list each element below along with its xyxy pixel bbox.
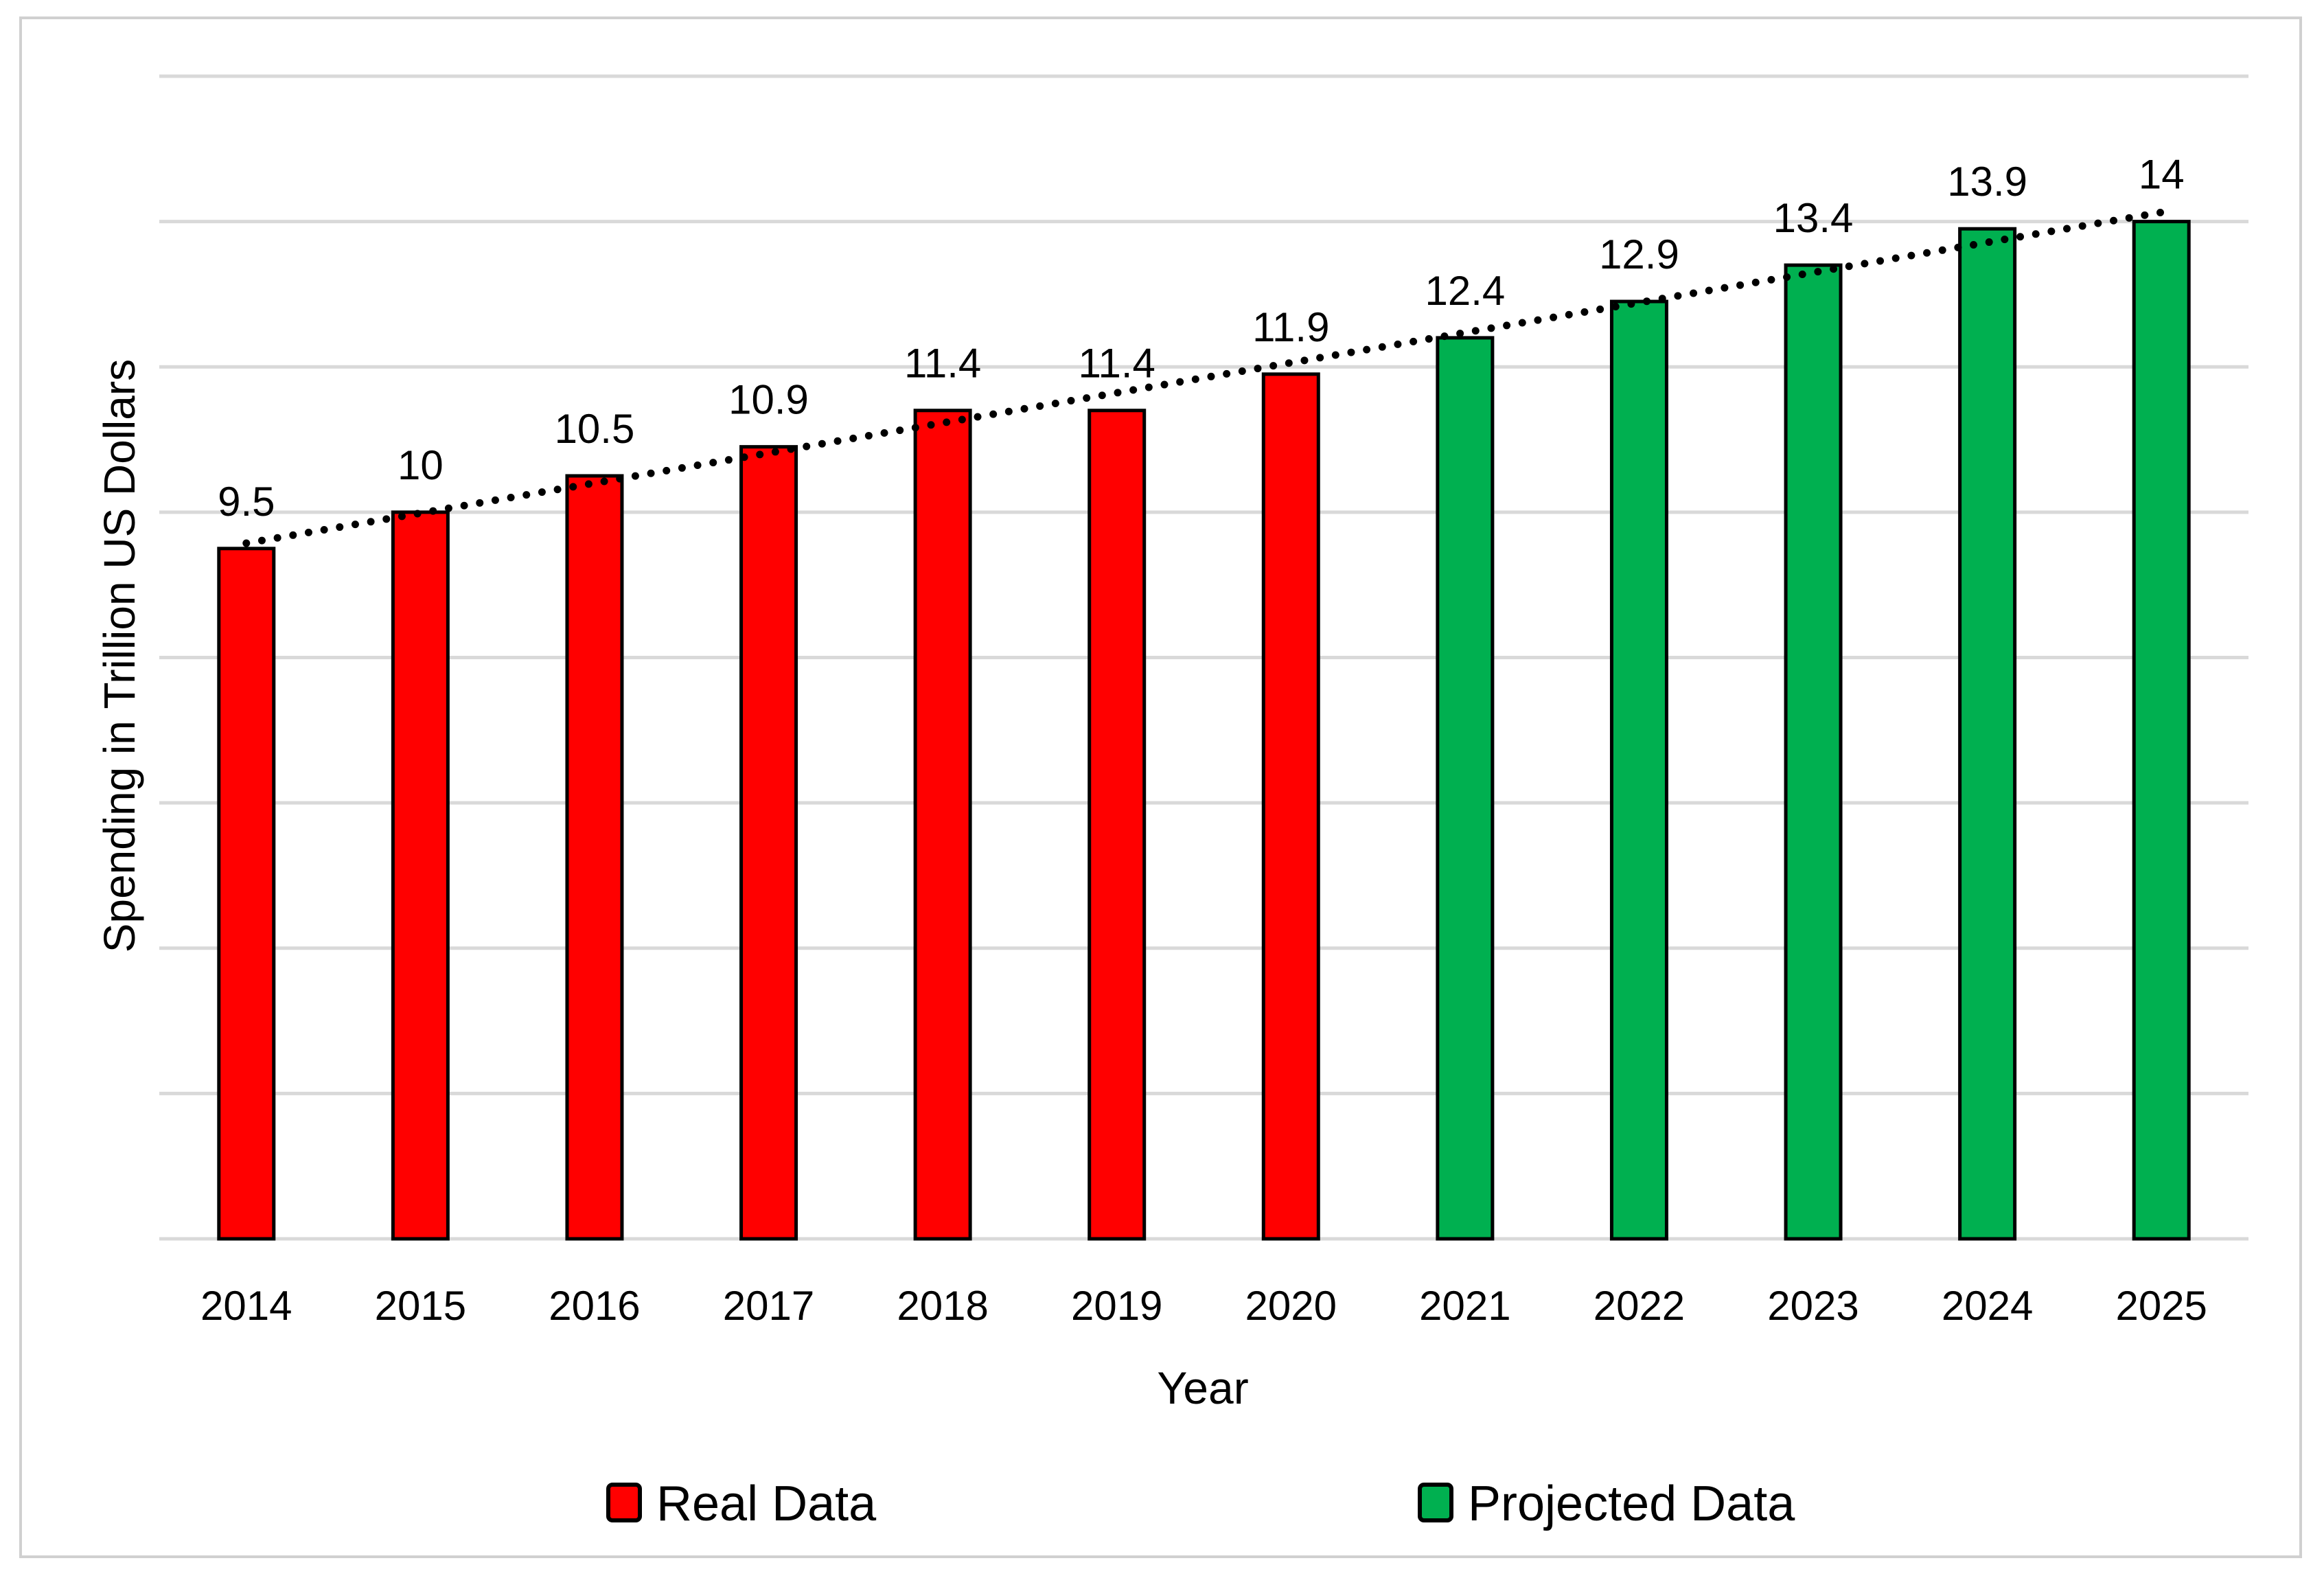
data-labels: 9.5 10 10.5 10.9 11.4 11.4 11.9 12.4 12.9 13.4 13.… — [218, 152, 2185, 525]
bar-2021 — [1436, 336, 1495, 1241]
data-label-2023: 13.4 — [1773, 195, 1854, 241]
bar-2023 — [1784, 263, 1843, 1241]
x-tick-label-2021: 2021 — [1419, 1283, 1510, 1329]
x-tick-label-2017: 2017 — [723, 1283, 814, 1329]
data-label-2021: 12.4 — [1425, 268, 1505, 314]
data-label-2022: 12.9 — [1599, 231, 1679, 277]
data-label-2024: 13.9 — [1947, 159, 2027, 205]
x-tick-labels: 2014 2015 2016 2017 2018 2019 2020 2021 2022 2023… — [200, 1283, 2207, 1329]
x-axis-label: Year — [1157, 1362, 1248, 1413]
x-tick-label-2025: 2025 — [2115, 1283, 2207, 1329]
data-label-2019: 11.4 — [1079, 341, 1155, 387]
x-tick-label-2016: 2016 — [549, 1283, 640, 1329]
legend-label-projected-data: Projected Data — [1468, 1476, 1795, 1531]
bar-2016 — [565, 474, 624, 1241]
legend: Real Data Projected Data — [606, 1476, 1795, 1531]
bar-2019 — [1088, 409, 1147, 1241]
data-label-2017: 10.9 — [728, 377, 809, 423]
x-tick-label-2024: 2024 — [1942, 1283, 2033, 1329]
y-axis-label: Spending in Trillion US Dollars — [95, 359, 144, 952]
data-label-2018: 11.4 — [904, 341, 981, 387]
bar-2015 — [391, 510, 450, 1241]
x-tick-label-2022: 2022 — [1594, 1283, 1685, 1329]
bar-2024 — [1958, 227, 2017, 1241]
x-tick-label-2018: 2018 — [897, 1283, 988, 1329]
bar-2017 — [739, 445, 798, 1241]
bar-2014 — [217, 547, 276, 1241]
legend-swatch-projected-data — [1418, 1483, 1453, 1522]
bar-2025 — [2132, 220, 2191, 1241]
x-tick-label-2014: 2014 — [200, 1283, 292, 1329]
data-label-2020: 11.9 — [1252, 304, 1329, 350]
x-tick-label-2023: 2023 — [1767, 1283, 1859, 1329]
bar-2022 — [1609, 299, 1668, 1241]
x-tick-label-2020: 2020 — [1245, 1283, 1337, 1329]
data-label-2025: 14 — [2139, 152, 2185, 198]
bar-2020 — [1261, 372, 1320, 1241]
x-tick-label-2019: 2019 — [1071, 1283, 1162, 1329]
bars — [217, 220, 2191, 1241]
bar-2018 — [913, 409, 972, 1241]
data-label-2016: 10.5 — [555, 406, 635, 452]
trendline — [242, 208, 2165, 547]
data-label-2014: 9.5 — [218, 479, 275, 525]
gridlines — [159, 74, 2248, 1241]
trendline-line — [242, 208, 2165, 547]
data-label-2015: 10 — [398, 442, 444, 488]
legend-swatch-real-data — [606, 1483, 642, 1522]
x-tick-label-2015: 2015 — [375, 1283, 466, 1329]
legend-label-real-data: Real Data — [656, 1476, 877, 1531]
